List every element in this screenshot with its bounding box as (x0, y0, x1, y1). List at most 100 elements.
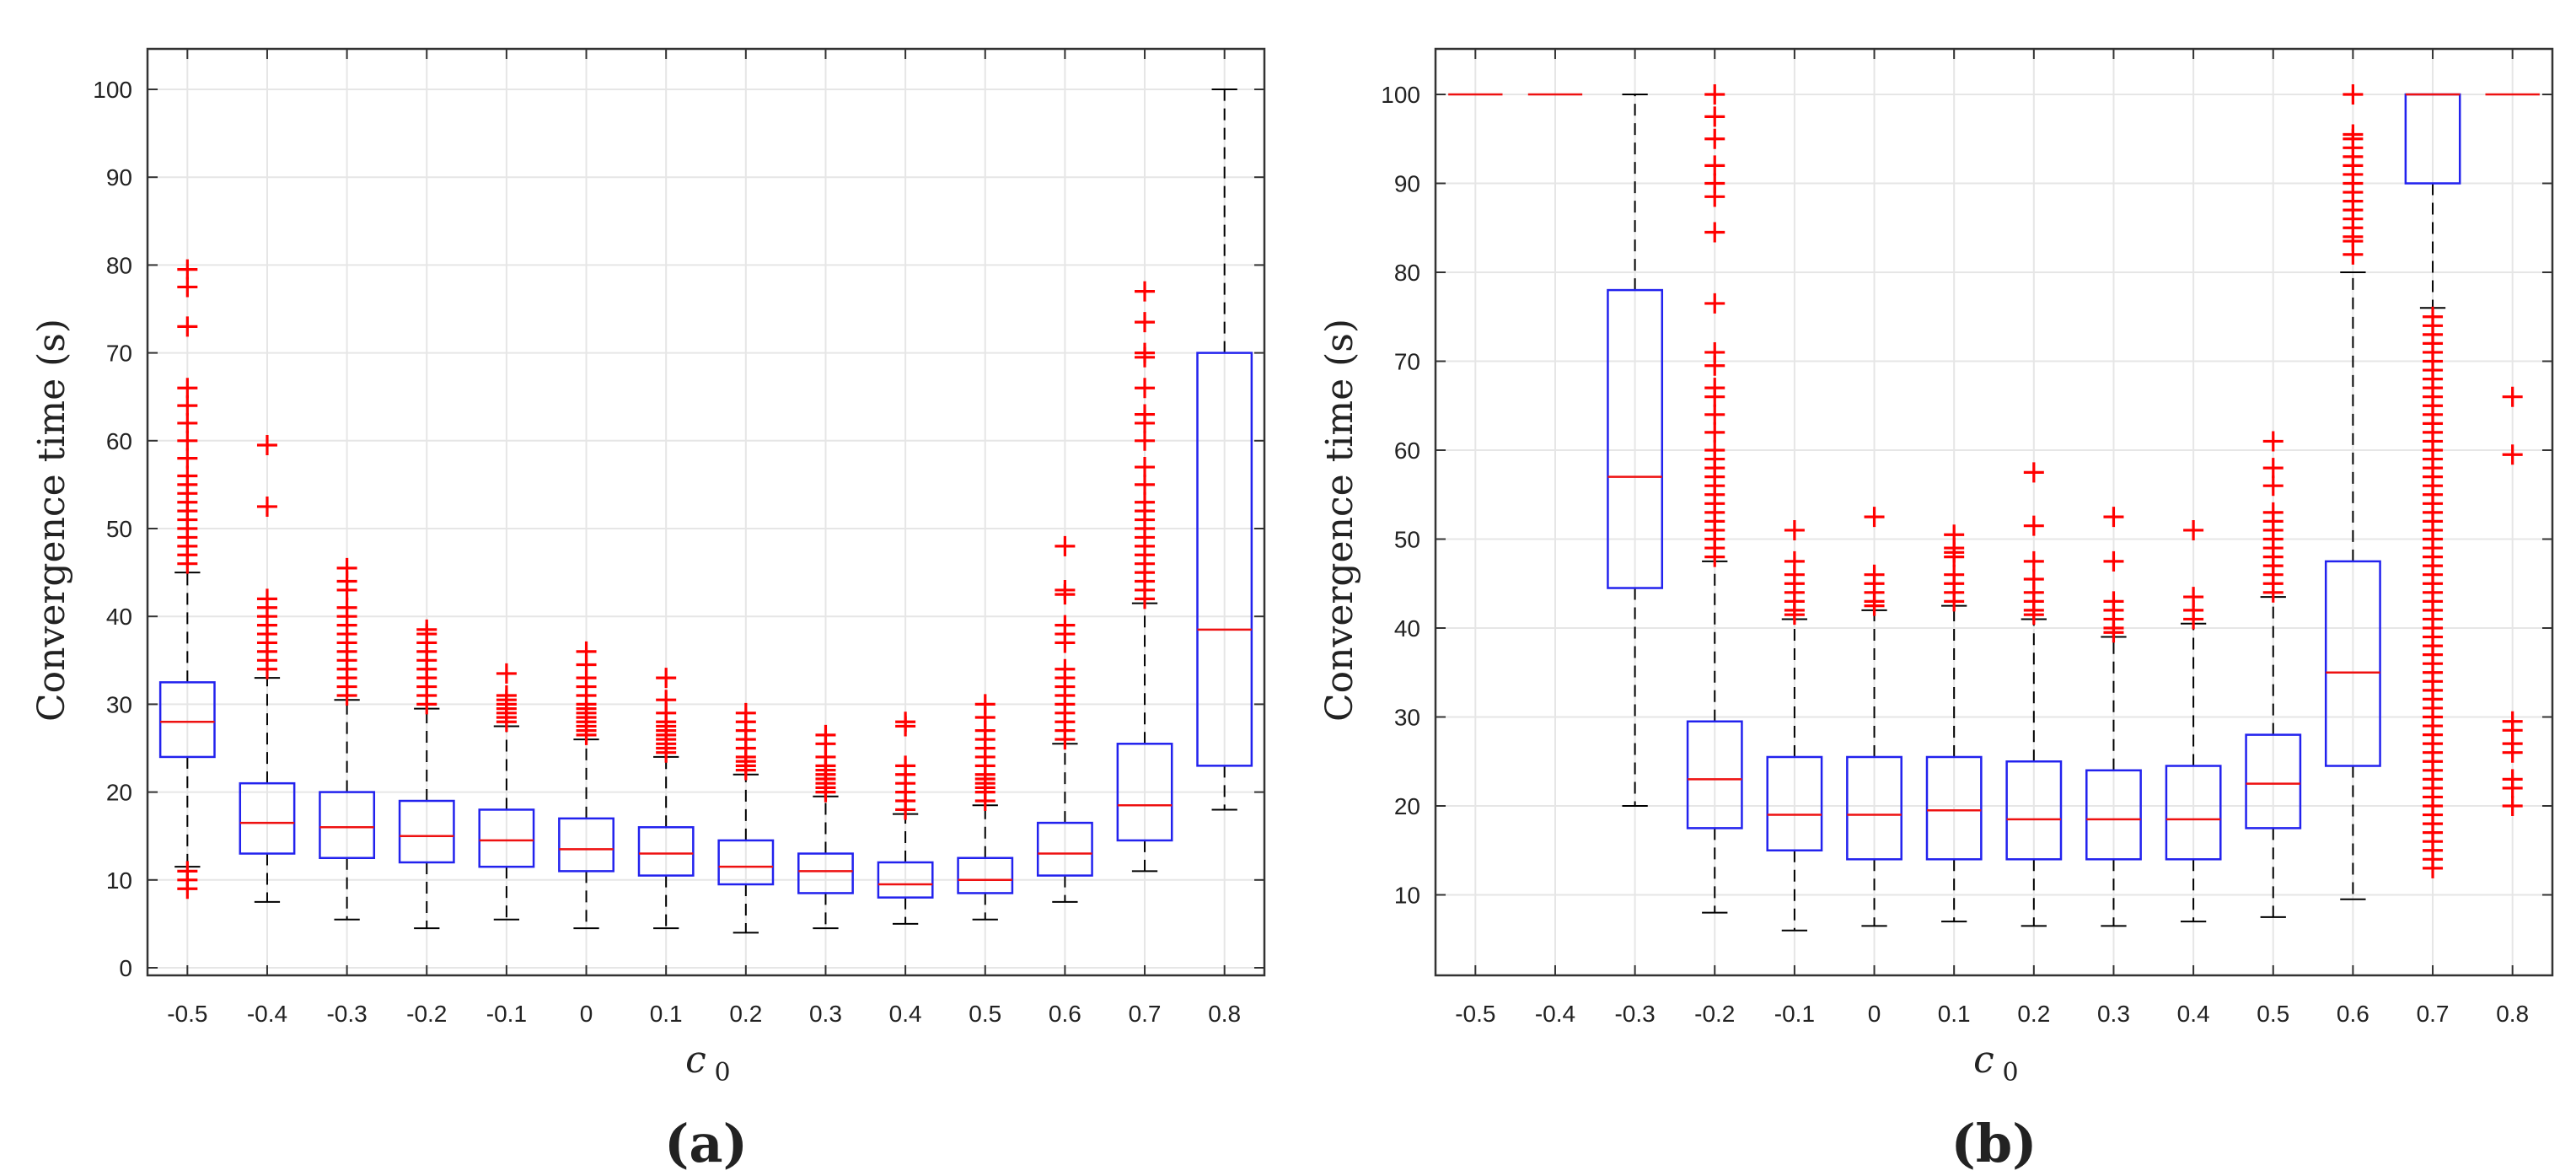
outlier-point (1704, 293, 1725, 314)
outlier-point (1135, 342, 1156, 363)
iqr-box (1036, 821, 1093, 877)
y-tick-label: 60 (1394, 438, 1420, 464)
box-0.5 (2245, 431, 2302, 918)
outlier-point (2262, 502, 2284, 523)
y-tick-label: 90 (1394, 171, 1420, 197)
x-tick-label: -0.3 (1614, 1001, 1655, 1027)
outlier-point (576, 641, 597, 662)
panel-b: 10 20 30 40 50 60 70 80 90 100 -0.5 -0.4 -0.3 -0.2 -0.… (1288, 0, 2576, 1174)
iqr-box (1846, 755, 1902, 861)
axes-frame (146, 47, 1266, 977)
x-tick-label: -0.5 (167, 1001, 207, 1027)
outlier-point (2262, 431, 2284, 452)
box-0.6 (1036, 535, 1093, 903)
outlier-point (177, 448, 198, 469)
x-tick-label: 0.3 (809, 1001, 842, 1027)
x-tick-label: 0.5 (2257, 1001, 2289, 1027)
outlier-point (496, 685, 517, 706)
y-tick-label: 10 (106, 867, 132, 894)
outlier-point (2183, 519, 2204, 540)
iqr-box (1925, 755, 1983, 861)
box--0.5 (158, 259, 216, 899)
outlier-point (177, 430, 198, 451)
iqr-box (1196, 352, 1253, 767)
x-tick-label: -0.4 (1535, 1001, 1575, 1027)
outlier-point (895, 712, 916, 733)
x-tick-label: 0.4 (2177, 1001, 2210, 1027)
outlier-point (177, 412, 198, 433)
y-tick-label: 30 (1394, 705, 1420, 731)
box--0.1 (1766, 519, 1823, 932)
box-0.7 (1116, 281, 1173, 873)
box-0.2 (717, 702, 775, 934)
outlier-point (177, 861, 198, 882)
outlier-point (177, 316, 198, 337)
x-tick-label: -0.4 (247, 1001, 287, 1027)
outlier-point (2343, 124, 2364, 145)
box-0.1 (637, 668, 695, 930)
iqr-box (877, 861, 934, 899)
iqr-box (2085, 769, 2142, 861)
chart-svg: 0 10 20 30 40 50 60 70 80 90 100 -0.5 -0.4 -0.3 -0.2 -0… (30, 47, 1266, 1174)
outlier-point (2023, 568, 2044, 589)
iqr-box (2005, 760, 2063, 861)
x-tick-label: 0.6 (1049, 1001, 1081, 1027)
y-tick-label: 70 (106, 341, 132, 367)
iqr-box (2245, 733, 2302, 830)
outlier-point (1135, 312, 1156, 333)
iqr-box (239, 781, 296, 855)
outlier-point (735, 702, 756, 723)
x-tick-label: 0.7 (2417, 1001, 2450, 1027)
x-tick-label: -0.1 (1774, 1001, 1815, 1027)
iqr-box (637, 826, 695, 877)
box-0.4 (2165, 519, 2222, 923)
outlier-point (1055, 615, 1076, 636)
x-tick-label: 0.6 (2337, 1001, 2369, 1027)
box--0.3 (319, 557, 376, 921)
iqr-box (398, 799, 455, 864)
outlier-point (2343, 84, 2364, 105)
box-0.8 (2485, 93, 2540, 816)
outlier-point (1704, 106, 1725, 127)
outlier-point (656, 668, 677, 689)
outlier-point (1944, 524, 1965, 545)
x-tick-label: 0.2 (729, 1001, 762, 1027)
y-tick-label: 60 (106, 428, 132, 454)
x-tick-label: 0.1 (650, 1001, 683, 1027)
outlier-point (256, 496, 277, 517)
y-tick-label: 50 (106, 516, 132, 542)
box-0.1 (1925, 524, 1983, 923)
outlier-point (2023, 550, 2044, 572)
iqr-box (2324, 560, 2381, 767)
box-0.4 (877, 712, 934, 925)
outlier-point (1704, 404, 1725, 425)
x-tick-label: 0.3 (2097, 1001, 2130, 1027)
x-tick-label: -0.2 (1694, 1001, 1735, 1027)
y-tick-label: 100 (93, 77, 132, 103)
y-tick-label: 30 (106, 691, 132, 717)
outlier-point (177, 378, 198, 399)
outlier-point (1704, 84, 1725, 105)
outlier-point (1135, 457, 1156, 478)
outlier-point (1704, 128, 1725, 149)
y-tick-label: 90 (106, 164, 132, 191)
outlier-point (416, 619, 437, 640)
outlier-point (1135, 491, 1156, 513)
iqr-box (158, 681, 216, 759)
y-tick-label: 20 (106, 780, 132, 806)
y-tick-label: 80 (1394, 260, 1420, 286)
outlier-point (1784, 519, 1805, 540)
box--0.2 (398, 619, 455, 930)
box-0.3 (797, 724, 854, 930)
outlier-point (895, 755, 916, 776)
outlier-point (1704, 378, 1725, 399)
outlier-point (2502, 711, 2523, 732)
x-tick-label: 0.5 (969, 1001, 1001, 1027)
iqr-box (797, 852, 854, 894)
x-tick-label: -0.3 (326, 1001, 367, 1027)
outlier-point (2502, 769, 2523, 790)
outlier-point (256, 588, 277, 609)
outlier-point (1055, 535, 1076, 556)
iqr-box (957, 856, 1014, 894)
outlier-point (1055, 658, 1076, 679)
